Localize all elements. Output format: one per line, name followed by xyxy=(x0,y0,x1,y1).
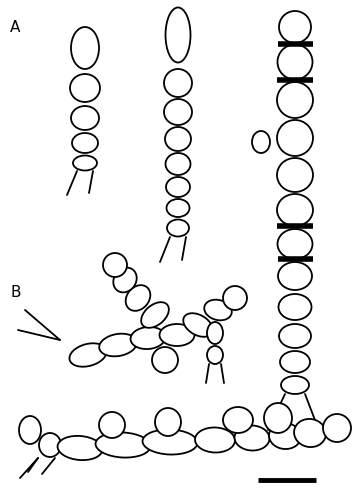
Ellipse shape xyxy=(294,419,326,447)
Ellipse shape xyxy=(277,229,313,259)
Ellipse shape xyxy=(252,131,270,153)
Ellipse shape xyxy=(58,436,103,460)
Text: B: B xyxy=(10,285,21,300)
Ellipse shape xyxy=(72,133,98,153)
Ellipse shape xyxy=(166,8,190,62)
Ellipse shape xyxy=(131,327,166,349)
Ellipse shape xyxy=(223,407,253,433)
Ellipse shape xyxy=(164,99,192,125)
Ellipse shape xyxy=(195,428,235,452)
Ellipse shape xyxy=(99,334,137,356)
Ellipse shape xyxy=(73,156,97,170)
Ellipse shape xyxy=(164,69,192,97)
Ellipse shape xyxy=(279,324,311,348)
Ellipse shape xyxy=(71,106,99,130)
Ellipse shape xyxy=(264,403,292,433)
Ellipse shape xyxy=(19,416,41,444)
Text: A: A xyxy=(10,20,20,35)
Ellipse shape xyxy=(207,346,223,364)
Ellipse shape xyxy=(207,322,223,344)
Ellipse shape xyxy=(113,268,137,292)
Ellipse shape xyxy=(235,426,269,450)
Ellipse shape xyxy=(142,430,198,454)
Ellipse shape xyxy=(269,423,301,449)
Ellipse shape xyxy=(167,220,189,236)
Ellipse shape xyxy=(323,414,351,442)
Ellipse shape xyxy=(279,11,311,43)
Ellipse shape xyxy=(277,158,313,192)
Ellipse shape xyxy=(152,347,178,373)
Ellipse shape xyxy=(70,74,100,102)
Ellipse shape xyxy=(69,344,106,366)
Ellipse shape xyxy=(141,302,169,328)
Ellipse shape xyxy=(277,82,313,118)
Ellipse shape xyxy=(95,432,151,458)
Ellipse shape xyxy=(223,286,247,310)
Ellipse shape xyxy=(278,262,312,290)
Ellipse shape xyxy=(166,177,190,197)
Ellipse shape xyxy=(281,376,309,394)
Ellipse shape xyxy=(278,294,312,320)
Ellipse shape xyxy=(204,300,232,320)
Ellipse shape xyxy=(155,408,181,436)
Ellipse shape xyxy=(99,412,125,438)
Ellipse shape xyxy=(126,285,150,311)
Ellipse shape xyxy=(277,120,313,156)
Ellipse shape xyxy=(166,153,190,175)
Ellipse shape xyxy=(103,253,127,277)
Ellipse shape xyxy=(71,27,99,69)
Ellipse shape xyxy=(280,351,310,373)
Ellipse shape xyxy=(159,324,194,346)
Ellipse shape xyxy=(183,313,213,337)
Ellipse shape xyxy=(167,199,189,217)
Ellipse shape xyxy=(277,44,313,80)
Ellipse shape xyxy=(277,194,313,226)
Ellipse shape xyxy=(39,433,61,457)
Ellipse shape xyxy=(165,127,191,151)
